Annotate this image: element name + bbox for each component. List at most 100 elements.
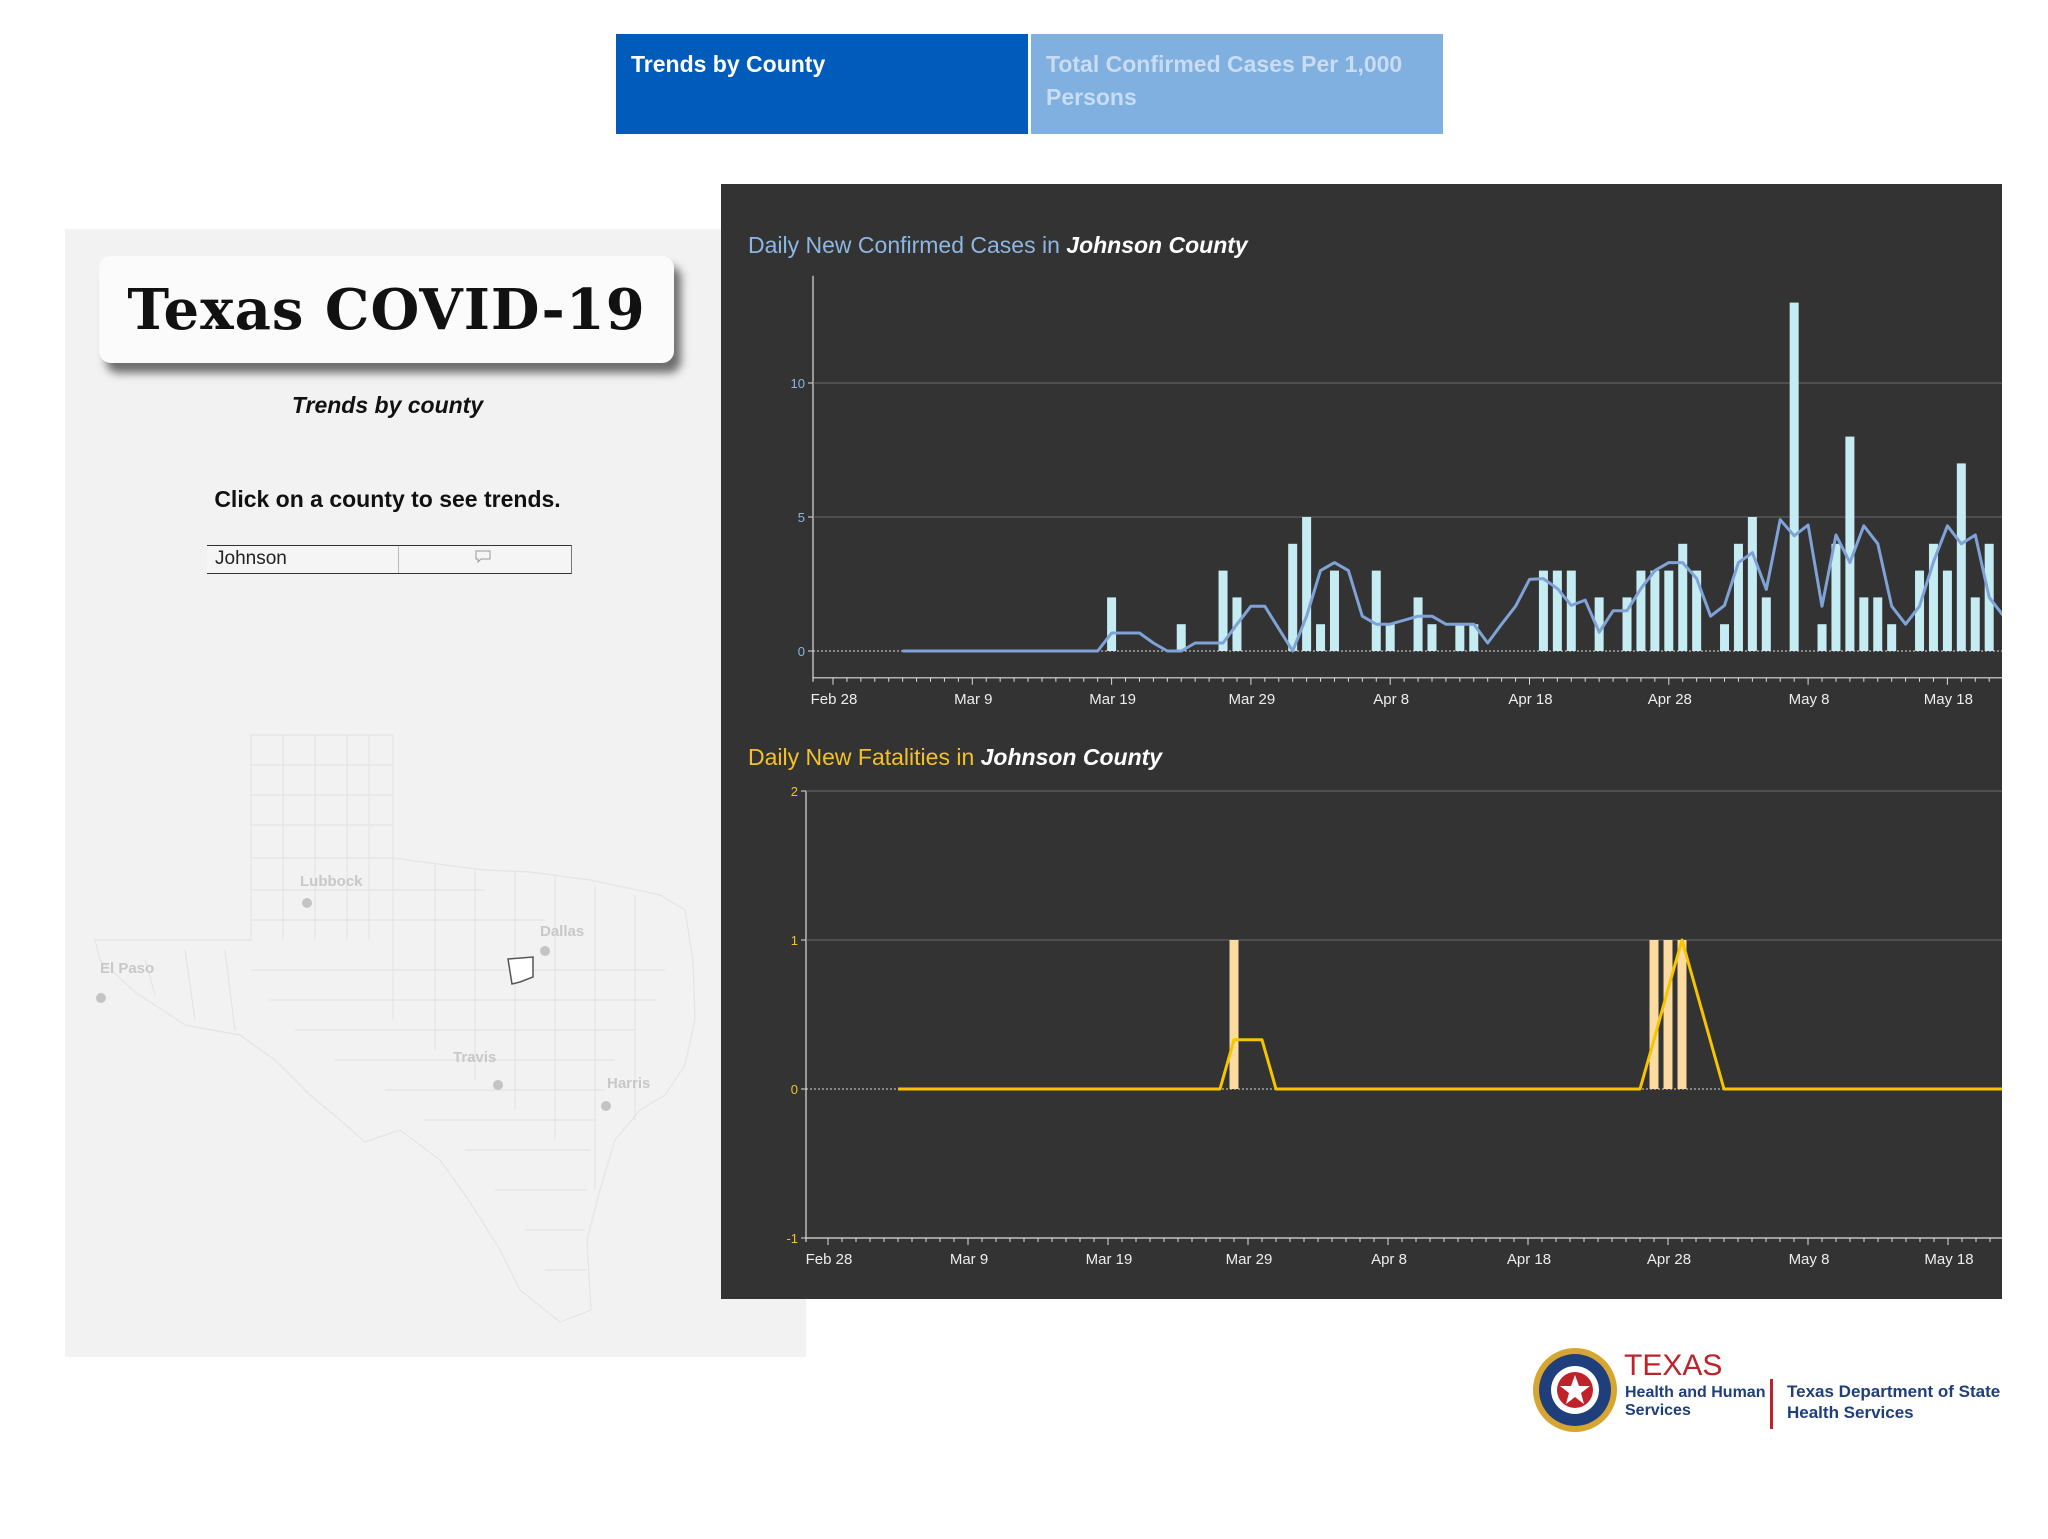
- cases-bars: [1107, 302, 1994, 651]
- fatalities-chart-title-prefix: Daily New Fatalities in: [748, 744, 981, 770]
- city-label-lubbock: Lubbock: [300, 873, 363, 890]
- cases-x-tick-label: Apr 18: [1508, 691, 1552, 708]
- cases-moving-average-line: [902, 518, 2002, 653]
- city-dot-travis: [493, 1080, 503, 1090]
- cases-x-tick-label: Mar 19: [1089, 691, 1136, 708]
- cases-bar: [1845, 436, 1855, 651]
- fatalities-bar: [1649, 940, 1659, 1089]
- city-dot-dallas: [540, 946, 550, 956]
- fatalities-bar: [1663, 940, 1673, 1089]
- cases-bar: [1664, 570, 1674, 651]
- cases-bar: [1385, 624, 1395, 651]
- cases-x-tick-label: Feb 28: [811, 691, 858, 708]
- instruction-text: Click on a county to see trends.: [214, 486, 561, 512]
- texas-county-map[interactable]: Lubbock Dallas El Paso Travis Harris: [65, 720, 725, 1340]
- cases-bar: [1747, 517, 1757, 651]
- texas-hhs-dshs-logo: TEXAS Health and Human Services Texas De…: [1533, 1348, 2000, 1432]
- logo-hhs-line1: Health and Human: [1625, 1384, 1765, 1401]
- cases-bar: [1538, 570, 1548, 651]
- cases-x-tick-label: Mar 29: [1229, 691, 1276, 708]
- fatalities-bar: [1677, 940, 1687, 1089]
- fatalities-y-tick-label: -1: [786, 1231, 798, 1246]
- fatalities-x-tick-label: Apr 18: [1507, 1251, 1551, 1268]
- fatalities-x-tick-label: Mar 19: [1086, 1251, 1133, 1268]
- city-label-travis: Travis: [453, 1049, 496, 1066]
- cases-x-tick-label: May 8: [1789, 691, 1830, 708]
- county-select-divider: [398, 546, 399, 573]
- fatalities-x-tick-label: Apr 28: [1647, 1251, 1691, 1268]
- cases-y-tick-label: 5: [798, 510, 805, 525]
- cases-bar: [1761, 597, 1771, 651]
- fatalities-x-tick-label: Feb 28: [806, 1251, 853, 1268]
- fatalities-x-tick-label: May 8: [1789, 1251, 1830, 1268]
- city-dot-lubbock: [302, 898, 312, 908]
- fatalities-chart[interactable]: -1 0 1 2 Feb 28 Mar 9 Mar 19 Mar 29 Apr 8 Apr 18 A…: [721, 780, 2002, 1280]
- cases-bar: [1107, 597, 1117, 651]
- logo-dshs-line2: Health Services: [1787, 1403, 1914, 1422]
- fatalities-x-tick-label: Mar 29: [1226, 1251, 1273, 1268]
- fatalities-moving-average-line: [898, 938, 2002, 1091]
- cases-bar: [1455, 624, 1465, 651]
- dashboard-subtitle: Trends by county: [291, 392, 484, 418]
- fatalities-y-tick-label: 1: [791, 933, 798, 948]
- cases-y-tick-label: 0: [798, 644, 805, 659]
- cases-bar: [1733, 543, 1743, 651]
- fatalities-bar: [1229, 940, 1239, 1089]
- cases-bar: [1636, 570, 1646, 651]
- cases-chart-title: Daily New Confirmed Cases in Johnson Cou…: [748, 232, 1248, 259]
- cases-bar: [1817, 624, 1827, 651]
- selected-county-johnson: [507, 956, 534, 985]
- cases-bar: [1552, 570, 1562, 651]
- cases-chart[interactable]: 0 5 10 Feb 28 Mar 9 Mar 19 Mar 29 Apr 8 Apr 18 Ap…: [721, 270, 2002, 720]
- fatalities-chart-title-county: Johnson County: [980, 744, 1163, 770]
- fatalities-chart-title: Daily New Fatalities in Johnson County: [748, 744, 1162, 771]
- cases-chart-title-county: Johnson County: [1066, 232, 1248, 258]
- fatalities-y-tick-label: 0: [791, 1082, 798, 1097]
- charts-panel: [721, 184, 2002, 1299]
- cases-x-tick-label: Mar 9: [954, 691, 992, 708]
- cases-bar: [1176, 624, 1186, 651]
- cases-y-tick-label: 10: [791, 376, 805, 391]
- city-label-harris: Harris: [607, 1075, 650, 1092]
- fatalities-x-tick-label: May 18: [1924, 1251, 1973, 1268]
- cases-bar: [1915, 570, 1925, 651]
- county-select[interactable]: Johnson: [207, 545, 572, 574]
- cases-bar: [1288, 543, 1298, 651]
- dashboard-title: Texas COVID-19: [99, 256, 674, 363]
- cases-x-tick-label: May 18: [1924, 691, 1973, 708]
- fatalities-axes: -1 0 1 2 Feb 28 Mar 9 Mar 19 Mar 29 Apr 8 Apr 18 A…: [786, 784, 2002, 1268]
- cases-bar: [1427, 624, 1437, 651]
- cases-bar: [1692, 570, 1702, 651]
- cases-bar: [1413, 597, 1423, 651]
- cases-bar: [1720, 624, 1730, 651]
- cases-bar: [1566, 570, 1576, 651]
- cases-axes: 0 5 10 Feb 28 Mar 9 Mar 19 Mar 29 Apr 8 Apr 18 Ap…: [791, 275, 2002, 708]
- tab-trends-by-county[interactable]: Trends by County: [616, 34, 1028, 134]
- fatalities-bars: [1229, 940, 1687, 1089]
- comment-icon[interactable]: [475, 550, 491, 564]
- fatalities-y-tick-label: 2: [791, 784, 798, 799]
- cases-bar: [1789, 302, 1799, 651]
- cases-bar: [1678, 543, 1688, 651]
- fatalities-x-tick-label: Apr 8: [1371, 1251, 1407, 1268]
- cases-bar: [1622, 597, 1632, 651]
- cases-bar: [1302, 517, 1312, 651]
- city-dot-el-paso: [96, 993, 106, 1003]
- logo-divider: [1770, 1379, 1773, 1429]
- cases-x-tick-label: Apr 8: [1373, 691, 1409, 708]
- tab-total-cases-per-1000[interactable]: Total Confirmed Cases Per 1,000 Persons: [1031, 34, 1443, 134]
- sidebar-panel: [65, 229, 806, 1357]
- cases-x-tick-label: Apr 28: [1648, 691, 1692, 708]
- cases-bar: [1218, 570, 1228, 651]
- city-dot-harris: [601, 1101, 611, 1111]
- cases-chart-title-prefix: Daily New Confirmed Cases in: [748, 232, 1067, 258]
- cases-bar: [1859, 597, 1869, 651]
- logo-dshs-line1: Texas Department of State: [1787, 1382, 2000, 1401]
- city-label-el-paso: El Paso: [100, 960, 154, 977]
- cases-bar: [1873, 597, 1883, 651]
- cases-bar: [1970, 597, 1980, 651]
- city-label-dallas: Dallas: [540, 923, 584, 940]
- cases-bar: [1956, 463, 1966, 651]
- logo-hhs-line2: Services: [1625, 1402, 1691, 1419]
- cases-bar: [1316, 624, 1326, 651]
